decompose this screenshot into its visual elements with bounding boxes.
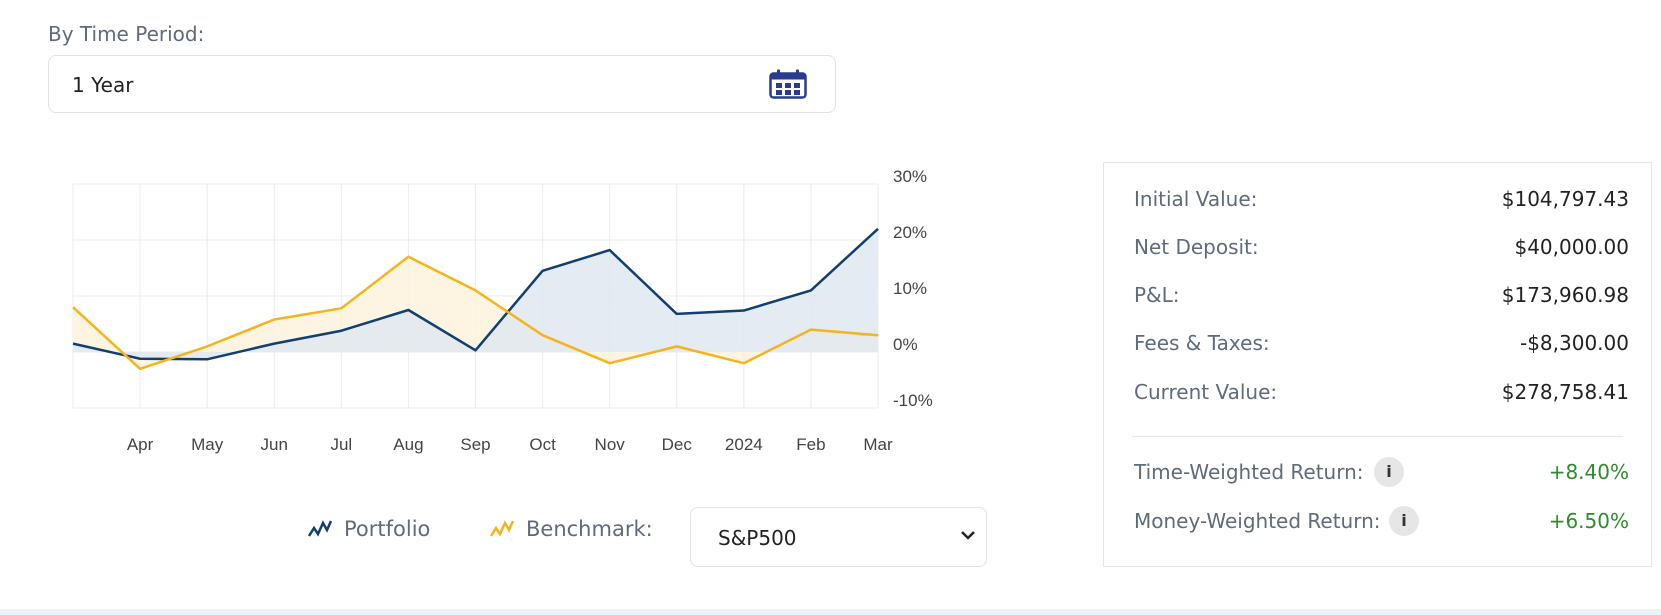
y-tick-label: 30% bbox=[893, 167, 927, 186]
y-tick-label: 10% bbox=[893, 279, 927, 298]
x-tick-label: Jun bbox=[261, 435, 288, 454]
performance-chart: 30% 20% 10% 0% -10% Apr May Jun Jul Aug Sep Oct Nov D… bbox=[72, 167, 933, 454]
summary-label: Current Value: bbox=[1134, 380, 1278, 404]
y-tick-label: -10% bbox=[893, 391, 933, 410]
summary-value: $40,000.00 bbox=[1514, 235, 1629, 259]
portfolio-line-icon bbox=[308, 520, 332, 537]
series-area bbox=[73, 256, 878, 369]
summary-label: Money-Weighted Return: bbox=[1134, 509, 1381, 533]
x-tick-label: Dec bbox=[662, 435, 693, 454]
summary-divider bbox=[1132, 436, 1623, 437]
series-line-benchmark bbox=[72, 255, 879, 371]
y-tick-label: 0% bbox=[893, 335, 918, 354]
legend-benchmark: Benchmark: bbox=[490, 517, 653, 541]
period-label: By Time Period: bbox=[48, 22, 205, 46]
summary-row-time-weighted-return: Time-Weighted Return: i +8.40% bbox=[1134, 457, 1629, 490]
legend-portfolio-label: Portfolio bbox=[344, 517, 431, 541]
summary-label: P&L: bbox=[1134, 283, 1180, 307]
legend-benchmark-label: Benchmark: bbox=[526, 517, 653, 541]
summary-label: Net Deposit: bbox=[1134, 235, 1259, 259]
summary-value: -$8,300.00 bbox=[1519, 331, 1629, 355]
series-area bbox=[73, 228, 878, 360]
x-tick-label: Oct bbox=[529, 435, 556, 454]
summary-row-money-weighted-return: Money-Weighted Return: i +6.50% bbox=[1134, 506, 1629, 539]
x-tick-label: Mar bbox=[863, 435, 893, 454]
chevron-down-icon bbox=[960, 528, 976, 546]
x-tick-label: May bbox=[191, 435, 224, 454]
period-value: 1 Year bbox=[72, 73, 134, 97]
calendar-icon[interactable] bbox=[769, 69, 807, 104]
summary-label: Fees & Taxes: bbox=[1134, 331, 1270, 355]
return-value: +8.40% bbox=[1548, 460, 1629, 484]
x-tick-label: Aug bbox=[393, 435, 423, 454]
period-select[interactable]: 1 Year bbox=[48, 55, 836, 113]
info-icon[interactable]: i bbox=[1374, 457, 1404, 487]
x-tick-label: Nov bbox=[595, 435, 626, 454]
summary-label: Time-Weighted Return: bbox=[1134, 460, 1364, 484]
benchmark-select[interactable]: S&P500 bbox=[690, 507, 987, 567]
benchmark-value: S&P500 bbox=[718, 526, 797, 550]
summary-value: $104,797.43 bbox=[1501, 187, 1629, 211]
info-icon[interactable]: i bbox=[1389, 506, 1419, 536]
summary-label: Initial Value: bbox=[1134, 187, 1258, 211]
summary-value: $173,960.98 bbox=[1501, 283, 1629, 307]
summary-row-fees-taxes: Fees & Taxes: -$8,300.00 bbox=[1134, 331, 1629, 361]
x-tick-label: Sep bbox=[460, 435, 490, 454]
summary-row-current-value: Current Value: $278,758.41 bbox=[1134, 380, 1629, 410]
y-tick-label: 20% bbox=[893, 223, 927, 242]
benchmark-line-icon bbox=[490, 520, 514, 537]
summary-row-initial-value: Initial Value: $104,797.43 bbox=[1134, 187, 1629, 217]
x-tick-label: 2024 bbox=[725, 435, 763, 454]
summary-row-net-deposit: Net Deposit: $40,000.00 bbox=[1134, 235, 1629, 265]
x-tick-label: Apr bbox=[127, 435, 154, 454]
summary-value: $278,758.41 bbox=[1501, 380, 1629, 404]
legend-portfolio[interactable]: Portfolio bbox=[308, 517, 430, 541]
series-line-portfolio bbox=[72, 227, 879, 361]
summary-panel: Initial Value: $104,797.43 Net Deposit: … bbox=[1103, 162, 1652, 567]
bottom-bar bbox=[0, 609, 1661, 615]
x-tick-label: Feb bbox=[796, 435, 825, 454]
return-value: +6.50% bbox=[1548, 509, 1629, 533]
x-tick-label: Jul bbox=[330, 435, 352, 454]
summary-row-pnl: P&L: $173,960.98 bbox=[1134, 283, 1629, 313]
